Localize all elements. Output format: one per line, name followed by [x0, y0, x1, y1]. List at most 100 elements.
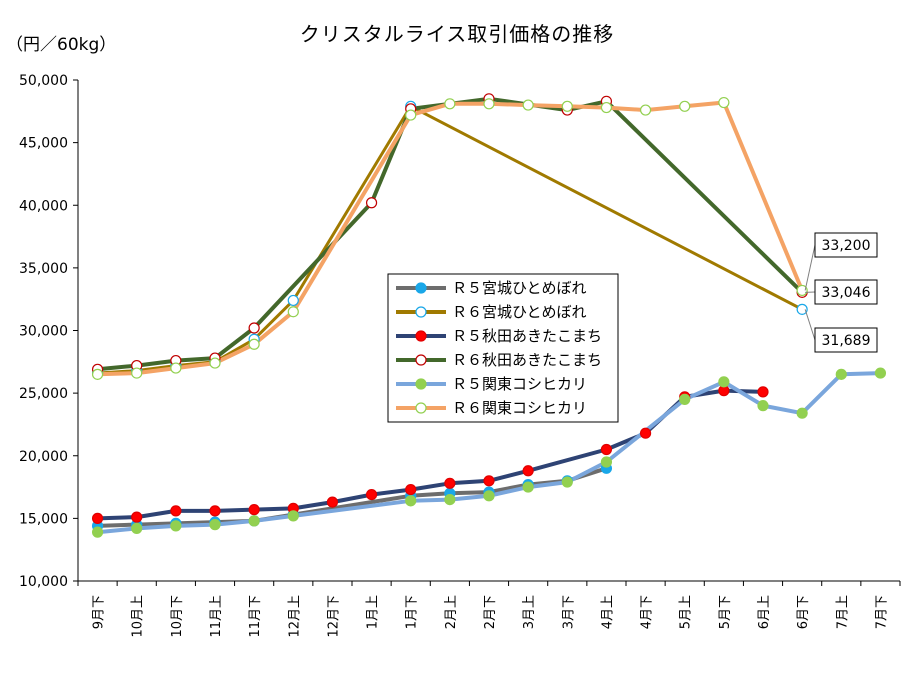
x-tick-label: 5月下 [718, 595, 733, 629]
data-point [600, 456, 613, 468]
data-point [835, 368, 847, 380]
data-point [522, 99, 534, 111]
callout-leader [804, 244, 816, 291]
x-tick-label: 6月下 [796, 595, 811, 629]
x-tick-label: 7月上 [835, 595, 850, 629]
legend-marker [415, 282, 427, 294]
callout-leader [804, 309, 816, 341]
x-tick-label: 9月下 [92, 595, 107, 629]
x-tick-label: 1月下 [405, 595, 420, 629]
data-point [365, 197, 378, 209]
data-point [718, 96, 730, 109]
x-tick-label: 7月下 [874, 595, 889, 629]
legend-marker [415, 330, 427, 342]
data-point [131, 367, 143, 379]
data-point [365, 488, 378, 501]
y-tick-label: 35,000 [19, 261, 68, 277]
series-line [97, 371, 881, 535]
data-point [91, 526, 104, 538]
series-line [97, 100, 804, 377]
x-tick-label: 11月上 [209, 595, 224, 638]
data-point [561, 100, 573, 112]
legend-marker [415, 354, 427, 366]
data-point [444, 477, 456, 489]
legend-box [387, 273, 619, 423]
data-point [170, 362, 182, 374]
data-point [444, 493, 456, 506]
x-tick-label: 12月下 [326, 595, 341, 638]
data-point [444, 98, 456, 110]
x-tick-label: 10月上 [131, 595, 146, 638]
y-tick-label: 25,000 [19, 386, 68, 402]
data-point [405, 495, 417, 507]
data-point [522, 465, 534, 477]
y-tick-label: 30,000 [19, 324, 68, 340]
data-point [248, 338, 260, 350]
y-tick-label: 20,000 [19, 449, 68, 465]
data-point [248, 322, 260, 334]
x-tick-label: 1月上 [366, 595, 381, 629]
data-point [639, 427, 652, 439]
y-tick-label: 10,000 [19, 574, 68, 590]
callout-box [814, 327, 878, 353]
data-point [483, 98, 495, 110]
data-point [600, 443, 613, 456]
callout-box [814, 232, 878, 258]
legend-label: Ｒ６関東コシヒカリ [452, 399, 587, 417]
chart-title: クリスタルライス取引価格の推移 [299, 22, 615, 46]
data-point [522, 481, 534, 493]
data-point [209, 357, 221, 369]
legend-label: Ｒ５関東コシヒカリ [452, 375, 587, 393]
data-point [326, 496, 339, 508]
x-tick-label: 12月上 [287, 595, 302, 638]
data-point [248, 504, 260, 516]
legend-marker [415, 306, 427, 318]
data-point [796, 303, 808, 315]
data-point [91, 368, 104, 380]
data-point [131, 511, 143, 523]
legend-marker [415, 402, 427, 414]
data-point [287, 306, 299, 318]
data-point [209, 519, 221, 531]
data-point [170, 505, 182, 517]
data-point [405, 109, 417, 121]
x-tick-label: 4月上 [600, 595, 615, 629]
data-point [757, 386, 769, 398]
legend-label: Ｒ５宮城ひとめぼれ [452, 279, 587, 297]
data-point [679, 100, 691, 112]
y-tick-label: 45,000 [19, 136, 68, 152]
data-label: 33,046 [822, 285, 871, 301]
data-point [287, 294, 299, 307]
data-point [639, 104, 652, 116]
data-point [718, 376, 730, 388]
x-tick-label: 2月上 [444, 595, 459, 629]
y-tick-label: 50,000 [19, 73, 68, 89]
data-point [209, 505, 221, 517]
legend-label: Ｒ５秋田あきたこまち [452, 327, 602, 345]
callout-box [814, 279, 878, 305]
series-line [97, 104, 803, 375]
data-point [757, 400, 769, 412]
legend-label: Ｒ６宮城ひとめぼれ [452, 303, 587, 321]
data-point [600, 101, 613, 114]
x-tick-label: 4月下 [640, 595, 655, 629]
series-line [97, 466, 608, 528]
x-tick-label: 2月下 [483, 595, 498, 629]
x-tick-label: 10月下 [170, 595, 185, 638]
x-tick-label: 6月上 [757, 595, 772, 629]
data-point [287, 510, 299, 522]
data-point [405, 483, 417, 496]
x-tick-label: 3月上 [522, 595, 537, 629]
data-point [131, 522, 143, 534]
x-tick-label: 11月下 [248, 595, 263, 638]
data-point [874, 367, 887, 379]
data-point [679, 393, 691, 405]
data-point [796, 407, 808, 419]
data-point [170, 520, 182, 532]
data-point [248, 515, 260, 527]
y-axis-unit-label: （円／60kg） [6, 35, 117, 55]
data-point [91, 512, 104, 524]
data-point [561, 476, 573, 488]
x-tick-label: 3月下 [561, 595, 576, 629]
